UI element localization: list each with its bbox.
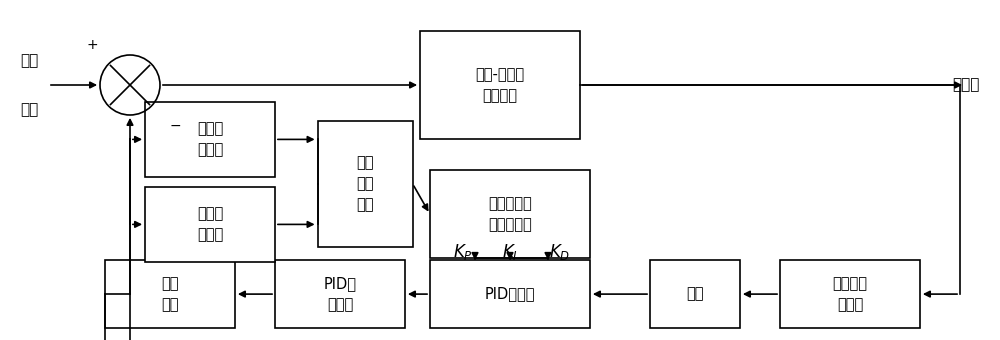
Bar (420, 31, 580, 139)
Text: −: − (170, 118, 182, 132)
Text: 随动
系统: 随动 系统 (161, 276, 179, 312)
Bar (430, 170, 590, 258)
Text: 横摇角: 横摇角 (953, 78, 980, 92)
Text: 船舶-被动式
减摇水舱: 船舶-被动式 减摇水舱 (475, 67, 525, 103)
Bar (430, 260, 590, 328)
Text: PID控制器: PID控制器 (485, 287, 535, 302)
Text: $K_I$: $K_I$ (502, 242, 518, 262)
Text: 前放: 前放 (686, 287, 704, 302)
Text: 性能
指标
计算: 性能 指标 计算 (356, 155, 374, 212)
Bar (145, 187, 275, 262)
Text: $K_P$: $K_P$ (453, 242, 473, 262)
Bar (650, 260, 740, 328)
Bar (105, 260, 235, 328)
Bar (780, 260, 920, 328)
Text: 鳍角方
差计算: 鳍角方 差计算 (197, 206, 223, 242)
Bar (145, 102, 275, 177)
Text: 鳍角速
率计算: 鳍角速 率计算 (197, 121, 223, 157)
Text: +: + (86, 38, 98, 52)
Text: 海浪: 海浪 (20, 53, 38, 68)
Text: $K_D$: $K_D$ (549, 242, 571, 262)
Text: 双重神经网
络控制方法: 双重神经网 络控制方法 (488, 196, 532, 232)
Bar (318, 121, 413, 246)
Text: PID输
出调节: PID输 出调节 (324, 276, 356, 312)
Text: 干扰: 干扰 (20, 102, 38, 117)
Text: 横摇运动
传感器: 横摇运动 传感器 (832, 276, 868, 312)
Bar (275, 260, 405, 328)
